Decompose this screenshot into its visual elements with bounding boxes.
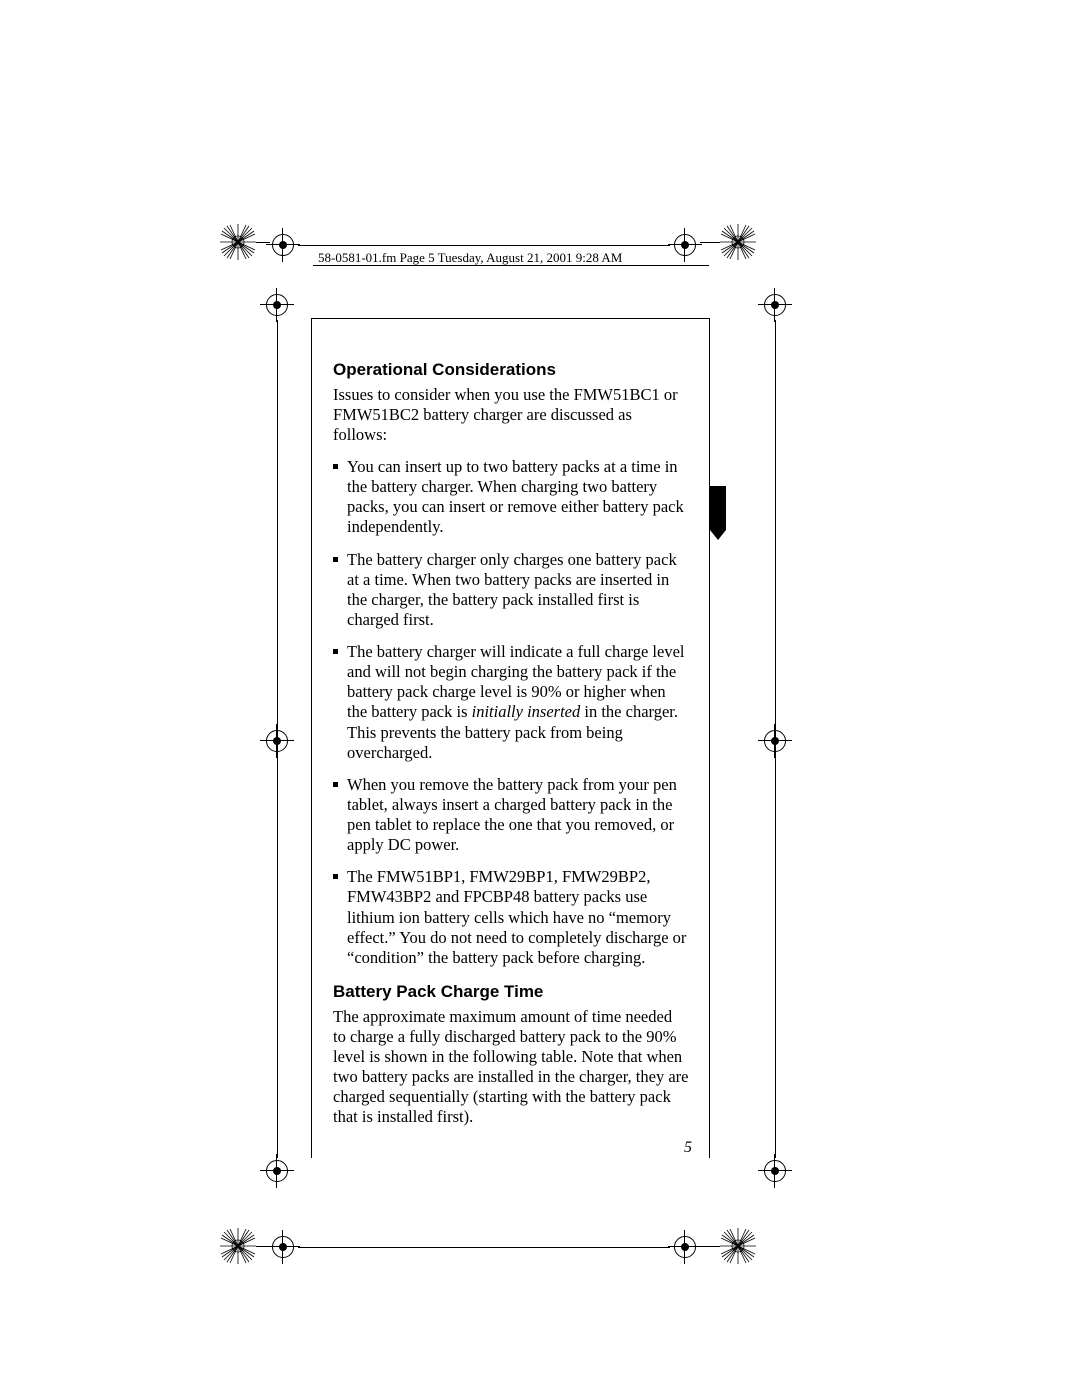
crop-line (700, 242, 720, 243)
crop-line (298, 245, 670, 246)
registration-sunburst-icon (218, 1226, 258, 1266)
crop-line (700, 1246, 720, 1247)
list-item: The battery charger will indicate a full… (333, 642, 689, 763)
frame-right (709, 318, 710, 1158)
text-column: Operational Considerations Issues to con… (333, 360, 689, 1139)
frame-top (311, 318, 709, 319)
registration-crosshair-icon (260, 288, 294, 322)
list-item: You can insert up to two battery packs a… (333, 457, 689, 538)
crop-line (775, 320, 776, 1158)
bullet-list: You can insert up to two battery packs a… (333, 457, 689, 968)
section-heading: Operational Considerations (333, 360, 689, 381)
registration-crosshair-icon (266, 1230, 300, 1264)
running-head: 58-0581-01.fm Page 5 Tuesday, August 21,… (318, 250, 622, 266)
page-number: 5 (684, 1139, 692, 1157)
frame-left (311, 318, 312, 1158)
crop-line (277, 320, 278, 1158)
list-item: The battery charger only charges one bat… (333, 550, 689, 631)
section-heading: Battery Pack Charge Time (333, 982, 689, 1003)
list-item: When you remove the battery pack from yo… (333, 775, 689, 856)
crop-line (298, 1247, 670, 1248)
emphasis: initially inserted (472, 702, 581, 721)
registration-crosshair-icon (668, 1230, 702, 1264)
registration-crosshair-icon (260, 1154, 294, 1188)
body-paragraph: The approximate maximum amount of time n… (333, 1007, 689, 1128)
registration-sunburst-icon (718, 222, 758, 262)
registration-sunburst-icon (218, 222, 258, 262)
registration-crosshair-icon (668, 228, 702, 262)
registration-crosshair-icon (758, 288, 792, 322)
registration-crosshair-icon (758, 1154, 792, 1188)
crop-line (256, 1246, 270, 1247)
list-item: The FMW51BP1, FMW29BP1, FMW29BP2, FMW43B… (333, 867, 689, 968)
registration-sunburst-icon (718, 1226, 758, 1266)
crop-line (256, 242, 270, 243)
registration-crosshair-icon (266, 228, 300, 262)
document-page: 58-0581-01.fm Page 5 Tuesday, August 21,… (0, 0, 1080, 1397)
intro-paragraph: Issues to consider when you use the FMW5… (333, 385, 689, 445)
thumb-tab (710, 486, 726, 530)
